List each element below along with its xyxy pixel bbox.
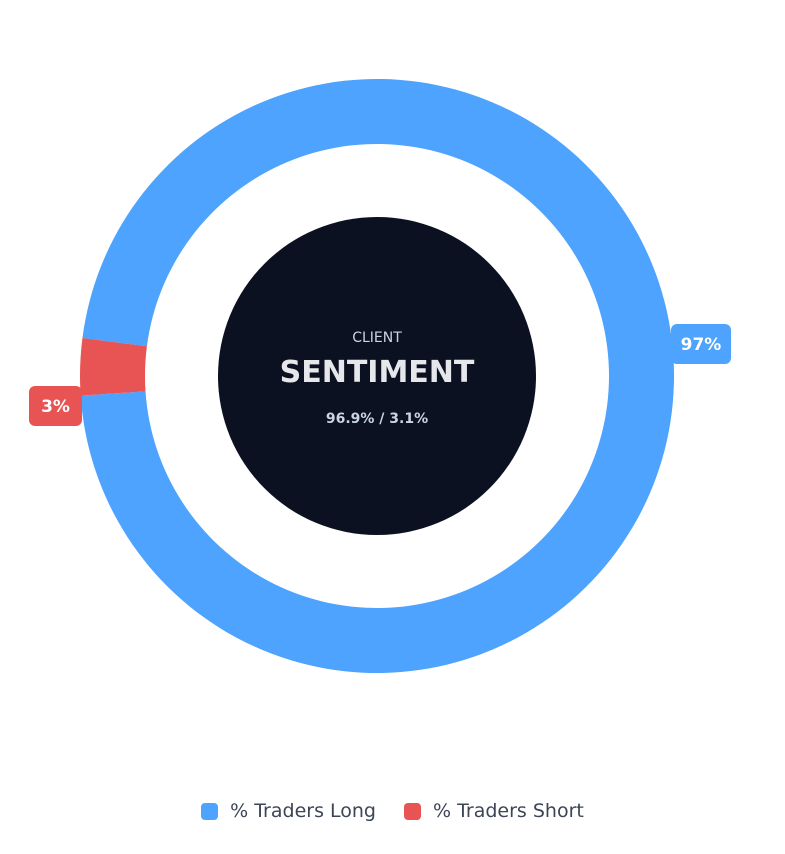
legend-item-short[interactable]: % Traders Short bbox=[403, 800, 584, 822]
data-label-long-text: 97% bbox=[681, 335, 722, 355]
data-label-long: 97% bbox=[671, 324, 731, 364]
data-label-short-box bbox=[29, 386, 82, 426]
legend-label-long: % Traders Long bbox=[230, 800, 376, 822]
sentiment-donut-chart: CLIENT SENTIMENT 96.9% / 3.1% 97% 3% bbox=[29, 79, 731, 674]
legend-label-short: % Traders Short bbox=[432, 800, 584, 822]
legend-swatch-short bbox=[403, 802, 421, 820]
legend: % Traders Long % Traders Short bbox=[0, 800, 785, 822]
center-kicker: CLIENT bbox=[352, 330, 402, 346]
legend-swatch-long bbox=[201, 802, 219, 820]
center-disc bbox=[218, 217, 536, 535]
data-label-short-text: 3% bbox=[41, 397, 70, 417]
data-label-short: 3% bbox=[29, 386, 82, 426]
legend-item-long[interactable]: % Traders Long bbox=[201, 800, 376, 822]
donut-slices bbox=[79, 79, 675, 674]
data-label-long-box bbox=[671, 324, 731, 364]
slice-traders-short[interactable] bbox=[79, 337, 147, 396]
center-title: SENTIMENT bbox=[280, 355, 475, 390]
data-labels: 97% 3% bbox=[29, 324, 731, 426]
center-ratio: 96.9% / 3.1% bbox=[326, 411, 428, 427]
